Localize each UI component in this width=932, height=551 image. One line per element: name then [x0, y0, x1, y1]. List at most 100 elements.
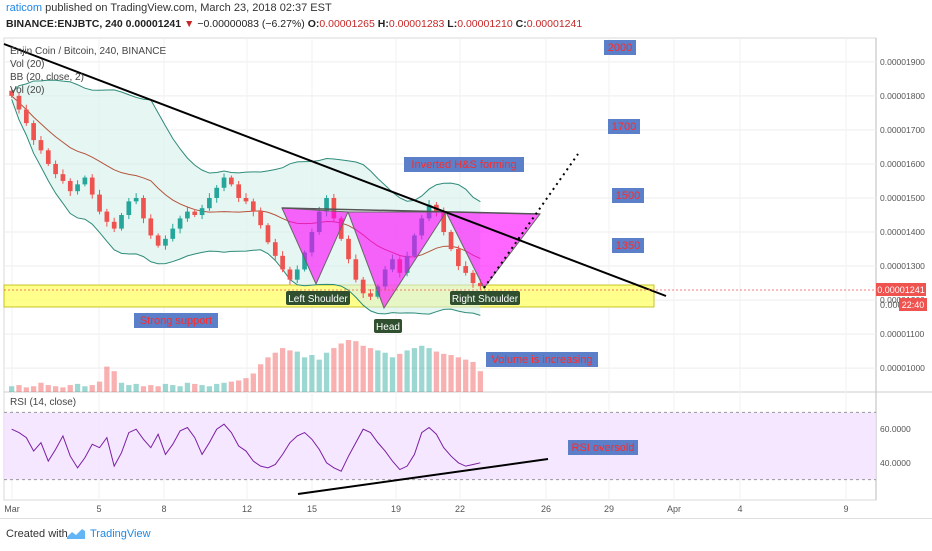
candle-body: [236, 184, 242, 198]
volume-bar: [433, 351, 440, 392]
candle-body: [111, 221, 117, 229]
price-tick-label: 0.00001100: [880, 329, 925, 339]
volume-note-label: Volume is increasing: [492, 354, 593, 366]
publication-text: published on TradingView.com, March 23, …: [42, 2, 332, 14]
candle-body: [9, 90, 15, 96]
volume-bar: [389, 357, 396, 392]
volume-bar: [118, 382, 125, 392]
created-with-text: Created with: [6, 528, 68, 540]
legend-title[interactable]: Enjin Coin / Bitcoin, 240, BINANCE: [10, 46, 167, 57]
volume-bar: [309, 355, 315, 392]
candle-body: [221, 177, 227, 188]
price-tick-label: 0.00001400: [880, 227, 925, 237]
bb-lower-band: [11, 99, 481, 316]
downtrend-line: [3, 43, 667, 297]
volume-bar: [228, 381, 234, 392]
volume-bar: [184, 382, 191, 392]
volume-bar: [441, 353, 447, 392]
target-1700-label: 1700: [612, 121, 636, 133]
left-shoulder-box: [286, 291, 350, 305]
price-tick-label: 0.00001800: [880, 91, 925, 101]
candle-body: [97, 194, 102, 212]
target-1700-box: [608, 119, 640, 134]
volume-bar: [23, 387, 29, 392]
volume-bar: [206, 386, 213, 392]
candle-body: [250, 201, 256, 212]
candle-body: [448, 232, 454, 250]
volume-bar: [38, 382, 44, 392]
neckline: [281, 207, 541, 215]
right-shoulder-label: Right Shoulder: [452, 294, 519, 305]
pattern-box: [404, 157, 524, 172]
candle-body: [163, 238, 168, 246]
price-tick-label: 0.00001300: [880, 261, 925, 271]
time-axis[interactable]: Mar 5 8 12 15 19 22 26 29 Apr 4 9: [4, 504, 848, 514]
volume-bar: [367, 348, 374, 392]
time-tick-label: 15: [307, 504, 317, 514]
candle-body: [294, 269, 300, 280]
legend-vol1[interactable]: Vol (20): [10, 59, 44, 70]
low-value: 0.00001210: [457, 18, 513, 30]
time-tick-label: 8: [161, 504, 166, 514]
volume-bar: [221, 382, 227, 392]
quote-line: BINANCE:ENJBTC, 240 0.00001241 ▼ −0.0000…: [6, 18, 582, 30]
volume-bar: [463, 359, 469, 392]
candle-body: [280, 255, 285, 270]
left-shoulder-triangle: [281, 207, 349, 286]
volume-bar: [199, 385, 205, 392]
tradingview-brand-link[interactable]: TradingView: [90, 528, 151, 540]
head-triangle: [347, 211, 447, 310]
candle-body: [353, 259, 359, 280]
volume-bar: [250, 373, 256, 392]
left-shoulder-label: Left Shoulder: [288, 294, 348, 305]
volume-bar: [419, 345, 425, 392]
volume-bar: [104, 366, 110, 392]
rsi-line: [11, 423, 481, 472]
volume-bar: [360, 345, 366, 392]
volume-bar: [301, 357, 308, 392]
candle-body: [170, 228, 176, 239]
candle-body: [229, 177, 234, 185]
candle-body: [199, 208, 205, 215]
target-2000-label: 2000: [608, 42, 632, 54]
price-tick-label: 0.00001900: [880, 57, 925, 67]
open-label: O:: [307, 18, 320, 30]
candle-body: [89, 177, 95, 195]
candle-body: [287, 269, 293, 280]
legend-bb[interactable]: BB (20, close, 2): [10, 72, 84, 83]
volume-bar: [448, 355, 454, 392]
symbol-label[interactable]: BINANCE:ENJBTC, 240: [6, 18, 123, 30]
candle-body: [192, 211, 198, 215]
support-box: [134, 313, 218, 328]
candle-body: [207, 197, 212, 209]
price-tick-label: 0.00001000: [880, 363, 925, 373]
candle-body: [272, 242, 278, 256]
last-price: 0.00001241: [125, 18, 182, 30]
time-tick-label: Apr: [667, 504, 681, 514]
volume-bars: [9, 340, 483, 392]
time-tick-label: 19: [391, 504, 401, 514]
candle-body: [265, 225, 271, 243]
volume-bar: [96, 381, 103, 392]
candle-body: [258, 211, 263, 226]
legend-vol2[interactable]: Vol (20): [10, 85, 44, 96]
rsi-pane: 60.0000 40.0000: [4, 411, 911, 481]
volume-bar: [258, 364, 264, 392]
candle-body: [346, 238, 351, 260]
price-tick-label: 0.00001600: [880, 159, 925, 169]
candle-body: [456, 249, 461, 267]
time-tick-label: 4: [737, 504, 742, 514]
time-tick-label: 12: [242, 504, 252, 514]
bb-upper-band: [11, 79, 481, 203]
volume-bar: [287, 350, 293, 392]
high-value: 0.00001283: [388, 18, 445, 30]
volume-bar: [243, 378, 249, 392]
author-link[interactable]: raticom: [6, 2, 43, 14]
candle-body: [82, 177, 88, 185]
volume-bar: [45, 385, 51, 392]
legend-rsi[interactable]: RSI (14, close): [10, 397, 76, 408]
candle-body: [368, 293, 373, 297]
price-axis[interactable]: 0.00001900 0.00001800 0.00001700 0.00001600…: [880, 57, 925, 373]
time-tick-label: 5: [96, 504, 101, 514]
